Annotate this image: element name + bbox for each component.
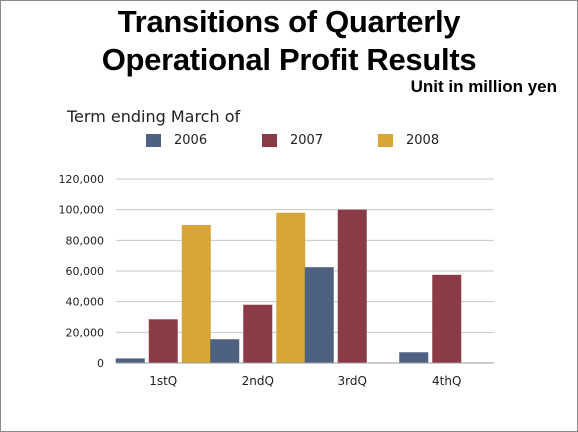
bar-2008-1stQ	[181, 225, 211, 363]
bar-2006-1stQ	[115, 358, 145, 363]
legend-swatch-2008	[378, 134, 393, 147]
bar-2008-2ndQ	[276, 212, 306, 363]
x-tick-label: 2ndQ	[242, 374, 274, 388]
unit-label: Unit in million yen	[410, 77, 557, 96]
legend-swatch-2007	[262, 134, 277, 147]
x-tick-label: 4thQ	[432, 374, 461, 388]
x-tick-label: 1stQ	[149, 374, 177, 388]
y-tick-label: 0	[97, 357, 104, 370]
legend-label-2008: 2008	[406, 133, 440, 148]
y-tick-label: 60,000	[66, 265, 105, 278]
y-tick-label: 120,000	[59, 173, 105, 186]
bar-2006-2ndQ	[210, 339, 240, 363]
x-tick-label: 3rdQ	[338, 374, 367, 388]
legend-title: Term ending March of	[67, 107, 241, 126]
bar-2007-1stQ	[148, 319, 178, 363]
chart-title: Transitions of Quarterly Operational Pro…	[1, 3, 577, 79]
chart-title-line-2: Operational Profit Results	[101, 42, 477, 77]
y-tick-label: 100,000	[59, 204, 105, 217]
bar-2006-3rdQ	[304, 267, 334, 363]
bar-2006-4thQ	[399, 352, 429, 363]
legend-label-2006: 2006	[174, 133, 208, 148]
y-tick-label: 20,000	[66, 326, 105, 339]
legend-swatch-2006	[146, 134, 161, 147]
chart-title-line-1: Transitions of Quarterly	[117, 4, 461, 39]
bar-2007-4thQ	[432, 274, 462, 363]
legend-item-2006: 2006	[146, 133, 207, 148]
y-tick-label: 80,000	[66, 234, 105, 247]
y-tick-label: 40,000	[66, 296, 105, 309]
bar-2007-2ndQ	[243, 304, 273, 363]
legend-item-2007: 2007	[262, 133, 323, 148]
legend-label-2007: 2007	[290, 133, 324, 148]
legend-item-2008: 2008	[378, 133, 439, 148]
bar-2007-3rdQ	[337, 209, 367, 363]
